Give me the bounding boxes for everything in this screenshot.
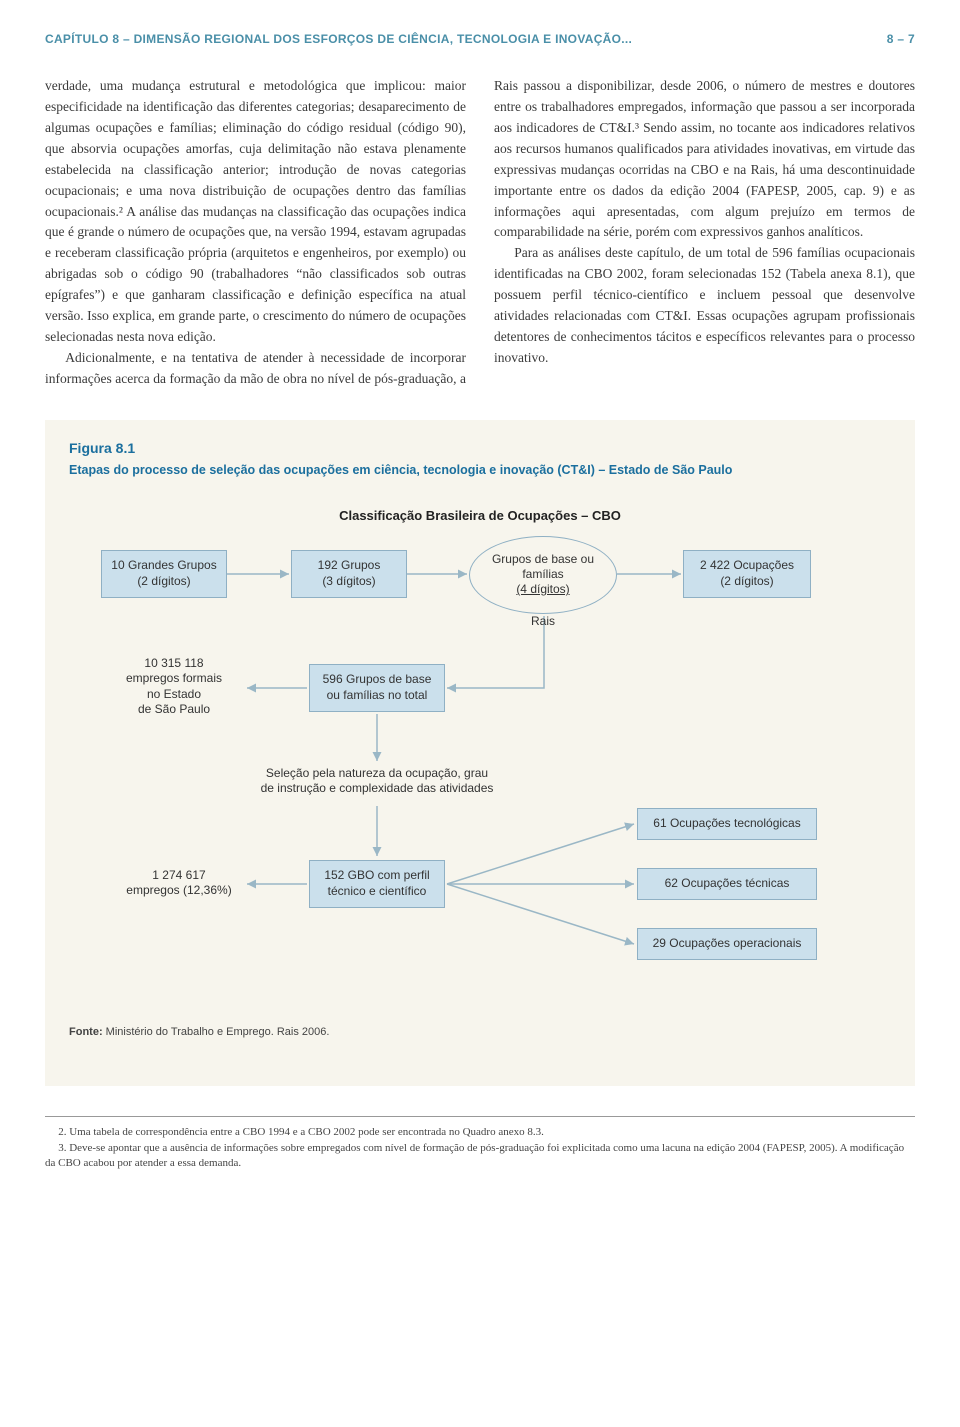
figure-source: Fonte: Ministério do Trabalho e Emprego.… [69,1024,329,1041]
body-columns: verdade, uma mudança estrutural e metodo… [45,76,915,390]
footnotes: 2. Uma tabela de correspondência entre a… [45,1116,915,1173]
figure-label: Figura 8.1 [69,438,891,459]
box-text: 192 Grupos [300,558,398,574]
t: empregos formais [126,671,222,685]
box-text: 152 GBO com perfil [318,868,436,884]
footnote-3: 3. Deve-se apontar que a ausência de inf… [45,1141,915,1173]
box-text: 29 Ocupações operacionais [646,936,808,952]
t: de instrução e complexidade das atividad… [261,781,494,795]
flowchart-diagram: Classificação Brasileira de Ocupações – … [69,506,891,1066]
box-text: 10 Grandes Grupos [110,558,218,574]
box-2422-ocupacoes: 2 422 Ocupações (2 dígitos) [683,550,811,598]
text-empregos-pct: 1 274 617 empregos (12,36%) [119,868,239,899]
diagram-title: Classificação Brasileira de Ocupações – … [69,506,891,526]
figure-panel: Figura 8.1 Etapas do processo de seleção… [45,420,915,1086]
text-selecao: Seleção pela natureza da ocupação, grau … [237,766,517,797]
t: empregos (12,36%) [126,883,231,897]
figure-caption: Etapas do processo de seleção das ocupaç… [69,461,891,480]
t: de São Paulo [138,702,210,716]
ellipse-text: famílias [476,567,610,582]
page-header: CAPÍTULO 8 – DIMENSÃO REGIONAL DOS ESFOR… [45,30,915,48]
box-596-grupos: 596 Grupos de base ou famílias no total [309,664,445,712]
box-text: técnico e científico [318,884,436,900]
box-text: 62 Ocupações técnicas [646,876,808,892]
box-61-tecnologicas: 61 Ocupações tecnológicas [637,808,817,840]
ellipse-text: Grupos de base ou [476,552,610,567]
box-text: ou famílias no total [318,688,436,704]
fonte-label: Fonte: [69,1026,103,1038]
box-62-tecnicas: 62 Ocupações técnicas [637,868,817,900]
box-text: (2 dígitos) [692,574,802,590]
body-para-3: Para as análises deste capítulo, de um t… [494,243,915,369]
box-text: 61 Ocupações tecnológicas [646,816,808,832]
footnote-2: 2. Uma tabela de correspondência entre a… [45,1125,915,1141]
body-para-1: verdade, uma mudança estrutural e metodo… [45,76,466,348]
ellipse-text: (4 dígitos) [476,582,610,597]
box-192-grupos: 192 Grupos (3 dígitos) [291,550,407,598]
chapter-title: CAPÍTULO 8 – DIMENSÃO REGIONAL DOS ESFOR… [45,30,632,48]
t: 10 315 118 [144,656,203,670]
box-10-grandes-grupos: 10 Grandes Grupos (2 dígitos) [101,550,227,598]
box-text: 596 Grupos de base [318,672,436,688]
box-text: (2 dígitos) [110,574,218,590]
t: Seleção pela natureza da ocupação, grau [266,766,488,780]
box-text: (3 dígitos) [300,574,398,590]
t: 1 274 617 [152,868,205,882]
text-empregos-total: 10 315 118 empregos formais no Estado de… [109,656,239,718]
box-29-operacionais: 29 Ocupações operacionais [637,928,817,960]
fonte-text: Ministério do Trabalho e Emprego. Rais 2… [103,1026,330,1038]
ellipse-grupos-base: Grupos de base ou famílias (4 dígitos) [469,536,617,614]
t: no Estado [147,687,201,701]
box-text: 2 422 Ocupações [692,558,802,574]
rais-label: Rais [517,614,569,630]
box-152-gbo: 152 GBO com perfil técnico e científico [309,860,445,908]
page-number: 8 – 7 [887,30,915,48]
